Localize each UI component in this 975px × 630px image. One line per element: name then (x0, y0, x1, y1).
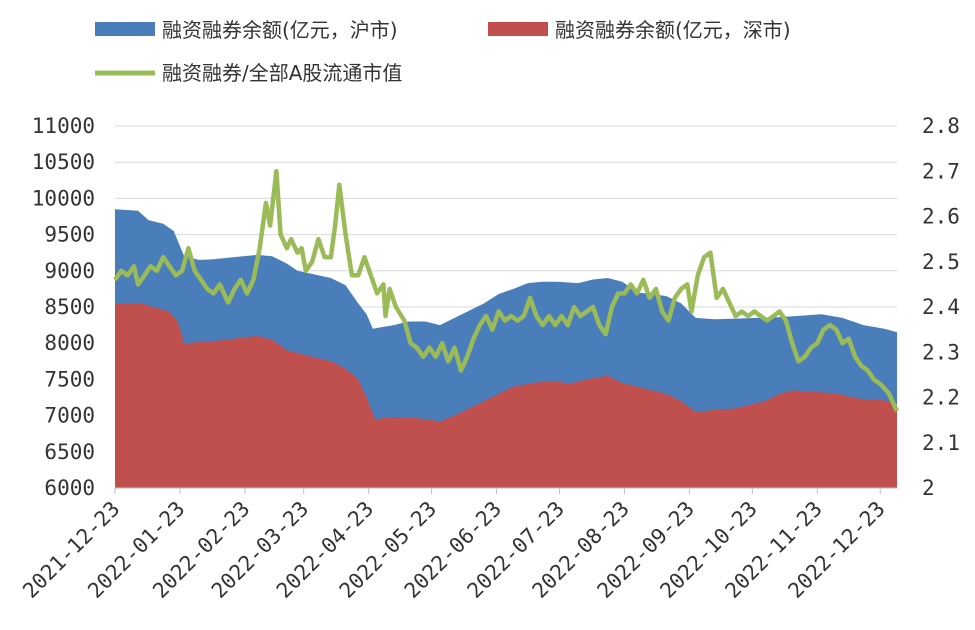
y-left-tick-label: 7000 (44, 404, 95, 428)
y-right-tick-label: 2 (922, 476, 935, 500)
y-right-tick-label: 2.6 (922, 205, 960, 229)
y-left-tick-label: 8000 (44, 331, 95, 355)
legend-label-ratio: 融资融券/全部A股流通市值 (162, 61, 402, 85)
area-series-sz (115, 303, 897, 488)
line-series-ratio (113, 168, 900, 413)
legend-swatch-sz (488, 22, 548, 36)
y-right-tick-label: 2.1 (922, 431, 960, 455)
legend-label-sz: 融资融券余额(亿元，深市) (555, 18, 791, 42)
y-right-tick-label: 2.8 (922, 114, 960, 138)
y-left-tick-label: 10500 (32, 150, 95, 174)
y-right-tick-label: 2.7 (922, 159, 960, 183)
y-left-tick-label: 8500 (44, 295, 95, 319)
y-left-tick-label: 6500 (44, 440, 95, 464)
y-left-tick-label: 10000 (32, 186, 95, 210)
legend: 融资融券余额(亿元，沪市) 融资融券余额(亿元，深市) 融资融券/全部A股流通市… (95, 18, 791, 85)
y-right-tick-label: 2.4 (922, 295, 960, 319)
y-left-tick-label: 11000 (32, 114, 95, 138)
legend-label-sh: 融资融券余额(亿元，沪市) (162, 18, 398, 42)
y-right-tick-label: 2.2 (922, 386, 960, 410)
y-left-tick-label: 7500 (44, 367, 95, 391)
y-right-tick-label: 2.5 (922, 250, 960, 274)
line-series-group (113, 168, 900, 413)
y-left-tick-label: 9000 (44, 259, 95, 283)
y-left-tick-label: 6000 (44, 476, 95, 500)
y-left-tick-label: 9500 (44, 223, 95, 247)
legend-swatch-sh (95, 22, 155, 36)
area-series-group (115, 209, 897, 489)
y-right-tick-label: 2.3 (922, 340, 960, 364)
